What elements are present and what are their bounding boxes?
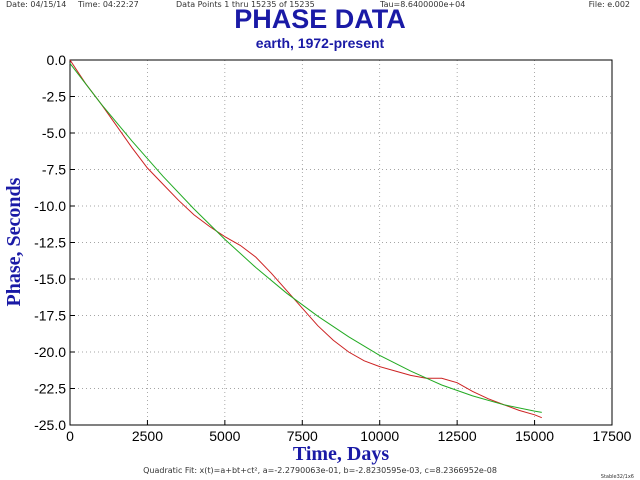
y-tick-label: 0.0 xyxy=(47,52,67,68)
y-tick-label: -15.0 xyxy=(34,271,66,287)
header-data-points: Data Points 1 thru 15235 of 15235 xyxy=(176,0,315,9)
x-axis-title: Time, Days xyxy=(293,443,390,465)
x-tick-label: 2500 xyxy=(132,428,163,444)
x-tick-label: 5000 xyxy=(209,428,240,444)
phase-data-line xyxy=(69,59,542,419)
y-tick-label: -25.0 xyxy=(34,417,66,433)
chart-title: PHASE DATA xyxy=(234,4,406,34)
y-tick-label: -10.0 xyxy=(34,198,66,214)
grid-lines xyxy=(70,60,612,425)
axis-ticks: 0 2500 5000 7500 10000 12500 15000 17500 0.0 -2.5… xyxy=(34,52,632,444)
y-tick-label: -2.5 xyxy=(42,89,66,105)
y-tick-label: -22.5 xyxy=(34,381,66,397)
header-time: Time: 04:22:27 xyxy=(78,0,139,9)
x-tick-label: 17500 xyxy=(593,428,632,444)
header-file: File: e.002 xyxy=(588,0,630,9)
x-tick-label: 7500 xyxy=(287,428,318,444)
header-tau: Tau=8.6400000e+04 xyxy=(380,0,466,9)
y-tick-label: -20.0 xyxy=(34,344,66,360)
y-tick-label: -5.0 xyxy=(42,125,66,141)
quadratic-fit-line xyxy=(69,63,542,413)
series-layer xyxy=(69,59,542,419)
x-tick-label: 15000 xyxy=(515,428,554,444)
y-axis-title: Phase, Seconds xyxy=(3,177,25,306)
x-tick-label: 0 xyxy=(66,428,74,444)
header-date: Date: 04/15/14 xyxy=(6,0,67,9)
y-tick-label: -7.5 xyxy=(42,162,66,178)
x-tick-label: 10000 xyxy=(360,428,399,444)
y-tick-label: -17.5 xyxy=(34,308,66,324)
x-tick-label: 12500 xyxy=(438,428,477,444)
chart-subtitle: earth, 1972-present xyxy=(255,35,385,51)
y-tick-label: -12.5 xyxy=(34,235,66,251)
program-tag: Stable32/1x6 xyxy=(600,474,634,480)
fit-equation: Quadratic Fit: x(t)=a+bt+ct², a=-2.27900… xyxy=(143,466,497,475)
